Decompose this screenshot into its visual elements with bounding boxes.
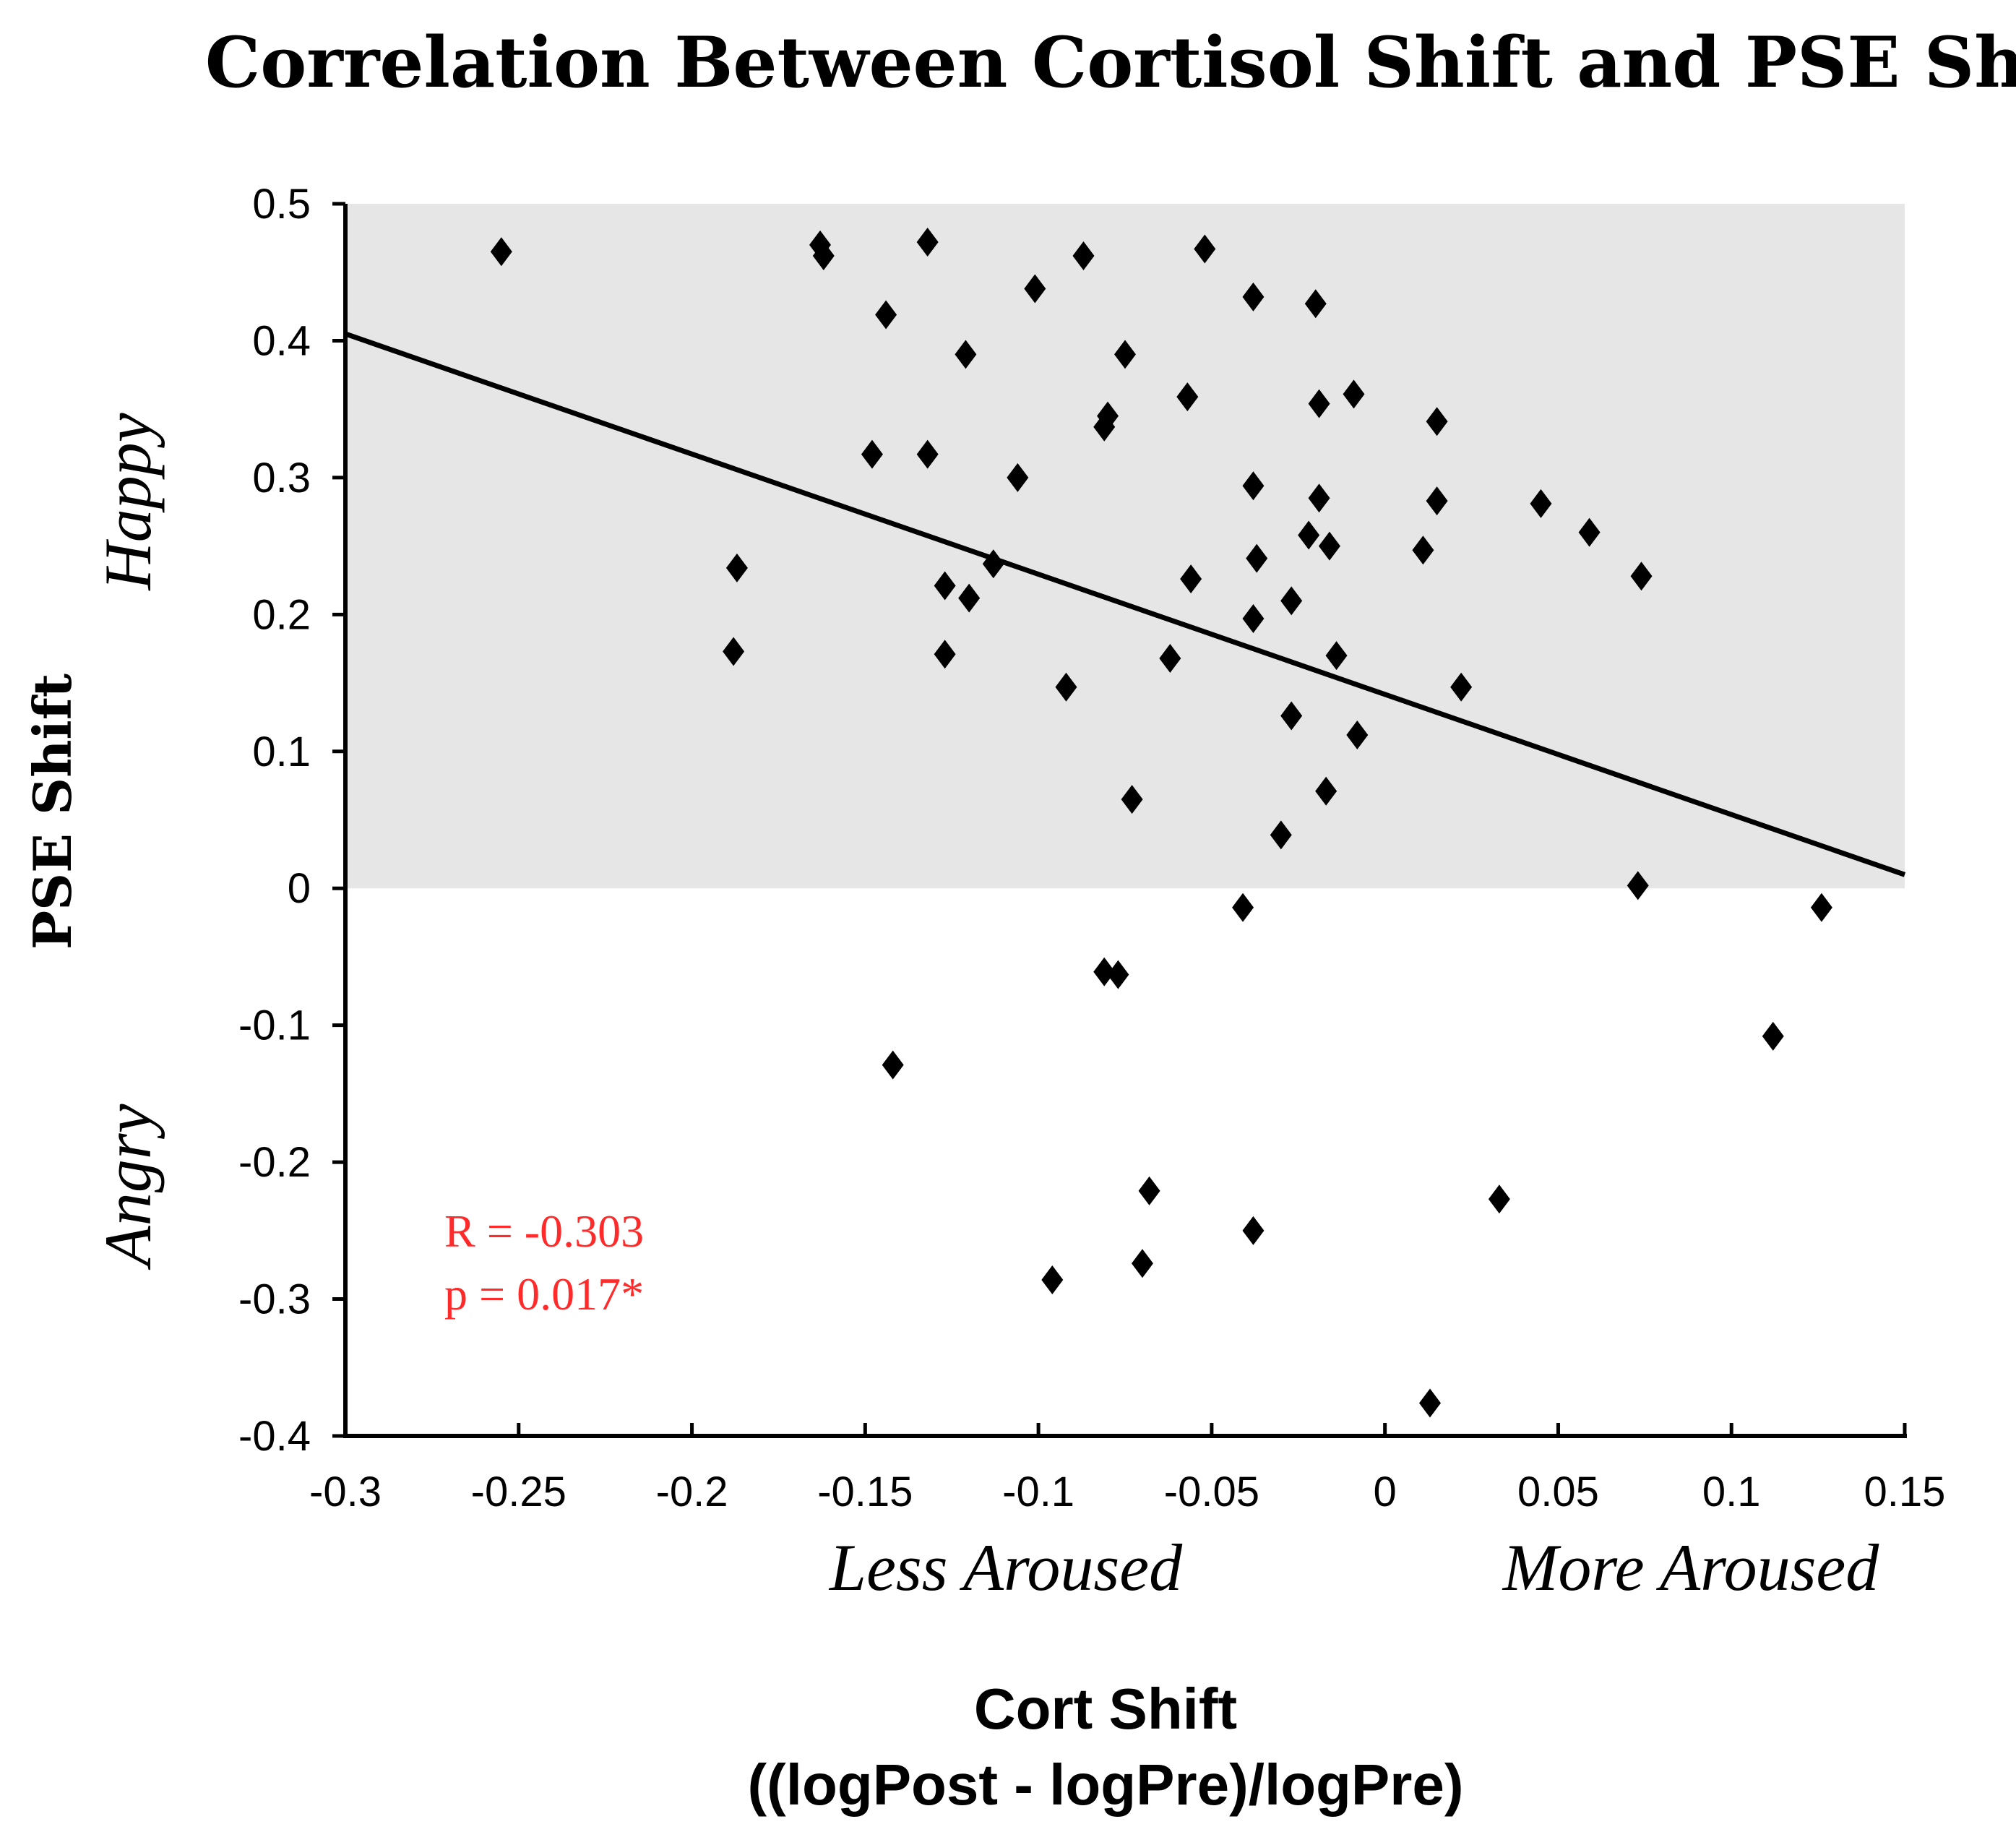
y-tick-label: 0.5 <box>252 181 311 228</box>
data-point <box>1055 672 1077 702</box>
x-tick-label: -0.3 <box>309 1468 382 1515</box>
data-point <box>1412 536 1434 565</box>
data-point <box>1242 282 1265 311</box>
data-point <box>1093 957 1116 986</box>
happy-shaded-region <box>345 204 1905 889</box>
chart-title: Correlation Between Cortisol Shift and P… <box>205 22 2016 103</box>
data-point <box>490 237 512 267</box>
less-aroused-label: Less Aroused <box>828 1531 1183 1604</box>
data-point <box>958 583 981 613</box>
x-tick-label: 0.15 <box>1864 1468 1946 1515</box>
data-point <box>1488 1184 1510 1214</box>
data-point <box>955 340 977 369</box>
y-tick-label: -0.1 <box>238 1002 311 1049</box>
data-point <box>1176 382 1199 412</box>
data-point <box>1159 643 1181 673</box>
happy-label: Happy <box>91 413 165 590</box>
x-tick-label: -0.05 <box>1164 1468 1259 1515</box>
x-ticks: -0.3 -0.25 -0.2 -0.15 -0.1 -0.05 0 0.05 0.1 0.15 <box>309 1423 1945 1515</box>
x-tick-label: -0.2 <box>656 1468 728 1515</box>
y-tick-label: -0.4 <box>238 1413 311 1460</box>
data-point <box>982 549 1004 579</box>
y-tick-label: 0.3 <box>252 455 311 502</box>
data-point <box>1304 289 1327 319</box>
data-point <box>1270 820 1292 850</box>
y-axis-label: PSE Shift <box>22 674 83 950</box>
data-point <box>1242 604 1265 634</box>
data-point <box>1762 1021 1784 1051</box>
x-axis-sublabel: ((logPost - logPre)/logPre) <box>747 1752 1463 1817</box>
x-tick-label: -0.1 <box>1002 1468 1074 1515</box>
axes <box>343 204 1907 1438</box>
data-point <box>1024 274 1046 304</box>
data-point <box>725 553 748 582</box>
data-point <box>1810 893 1832 922</box>
data-point <box>1426 407 1448 436</box>
data-point <box>916 439 939 469</box>
data-point <box>1121 785 1143 814</box>
data-point <box>1308 483 1330 513</box>
data-point <box>1072 241 1095 270</box>
data-point <box>1318 531 1340 561</box>
data-point <box>1343 379 1365 409</box>
data-point <box>1630 562 1653 591</box>
y-tick-label: 0.2 <box>252 591 311 638</box>
data-point <box>1578 517 1601 547</box>
data-point <box>861 439 883 469</box>
data-point <box>1308 389 1330 418</box>
y-tick-label: 0.1 <box>252 728 311 775</box>
x-tick-label: -0.15 <box>817 1468 913 1515</box>
correlation-r-value: R = -0.303 <box>444 1205 644 1257</box>
data-points <box>490 228 1832 1418</box>
data-point <box>1280 586 1303 616</box>
data-point <box>1232 893 1254 922</box>
data-point <box>1450 672 1473 702</box>
data-point <box>934 640 956 669</box>
data-point <box>1194 234 1216 264</box>
data-point <box>1093 412 1116 442</box>
angry-label: Angry <box>91 1104 165 1270</box>
data-point <box>916 228 939 257</box>
data-point <box>1107 960 1129 989</box>
y-tick-label: 0 <box>288 865 311 912</box>
x-axis-label: Cort Shift <box>974 1677 1237 1741</box>
data-point <box>1325 641 1348 671</box>
y-tick-label: -0.3 <box>238 1276 311 1323</box>
more-aroused-label: More Aroused <box>1502 1531 1879 1604</box>
data-point <box>1280 701 1303 731</box>
x-tick-label: 0 <box>1374 1468 1397 1515</box>
data-point <box>1138 1176 1160 1205</box>
data-point <box>1627 871 1649 900</box>
data-point <box>882 1050 904 1080</box>
data-point <box>1315 776 1337 806</box>
data-point <box>934 571 956 601</box>
y-ticks: 0.5 0.4 0.3 0.2 0.1 0 -0.1 -0.2 -0.3 -0.4 <box>238 181 345 1460</box>
data-point <box>1180 564 1202 594</box>
data-point <box>1298 520 1320 550</box>
data-point <box>1246 543 1268 573</box>
data-point <box>1346 721 1369 750</box>
x-tick-label: -0.25 <box>471 1468 567 1515</box>
x-tick-label: 0.1 <box>1702 1468 1761 1515</box>
y-tick-label: 0.4 <box>252 317 311 364</box>
data-point <box>723 637 745 666</box>
y-tick-label: -0.2 <box>238 1139 311 1186</box>
data-point <box>1114 340 1136 369</box>
data-point <box>1131 1249 1153 1278</box>
data-point <box>1041 1265 1064 1295</box>
data-point <box>1242 471 1265 501</box>
x-tick-label: 0.05 <box>1517 1468 1599 1515</box>
data-point <box>1007 463 1029 492</box>
data-point <box>812 241 835 270</box>
data-point <box>1530 489 1552 518</box>
data-point <box>875 300 897 330</box>
data-point <box>1419 1388 1442 1418</box>
data-point <box>1242 1216 1265 1245</box>
correlation-p-value: p = 0.017* <box>444 1268 644 1320</box>
data-point <box>1426 486 1448 516</box>
regression-line <box>344 331 1906 877</box>
